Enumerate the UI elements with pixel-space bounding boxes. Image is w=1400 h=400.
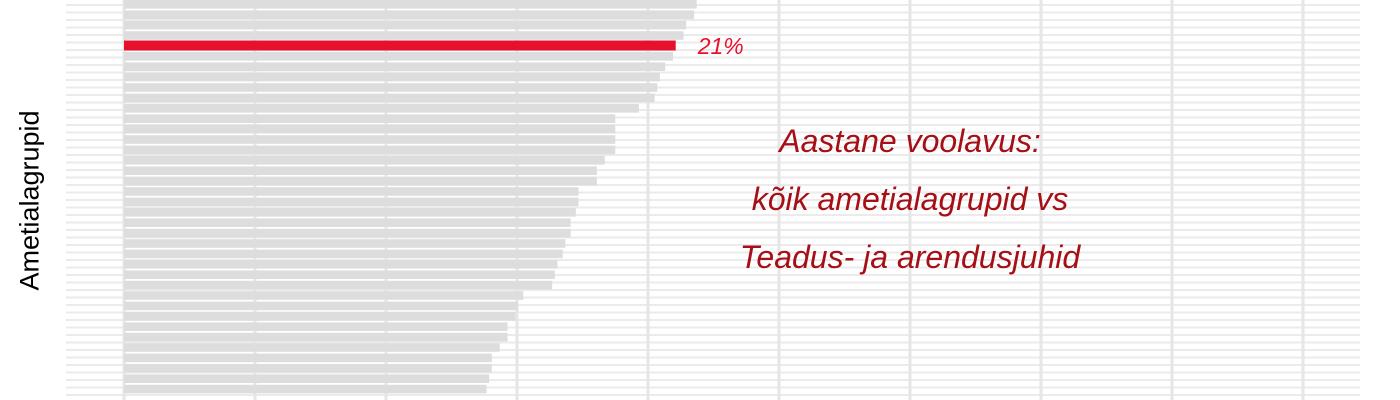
y-axis-label: Ametialagrupid xyxy=(10,0,50,400)
y-axis-label-text: Ametialagrupid xyxy=(14,109,45,291)
bar xyxy=(124,353,492,363)
bar xyxy=(124,83,658,92)
highlight-bar-group xyxy=(124,40,676,51)
bar xyxy=(124,301,519,311)
bar xyxy=(124,364,492,373)
bar xyxy=(124,62,666,71)
bar xyxy=(124,343,500,352)
bar xyxy=(124,249,563,259)
bar xyxy=(124,384,487,394)
bar xyxy=(124,72,660,82)
bar xyxy=(124,104,639,113)
bar xyxy=(124,291,524,300)
bar xyxy=(124,208,576,217)
bar xyxy=(124,197,579,207)
chart-annotation: Aastane voolavus: kõik ametialagrupid vs… xyxy=(690,112,1130,286)
bar xyxy=(124,239,566,248)
bar xyxy=(124,124,616,134)
bar xyxy=(124,322,508,331)
bar xyxy=(124,114,616,123)
bar xyxy=(124,260,558,269)
annotation-line-3: Teadus- ja arendusjuhid xyxy=(739,239,1081,275)
bar xyxy=(124,187,579,196)
bar xyxy=(124,10,695,19)
bar xyxy=(124,176,597,186)
bar xyxy=(124,145,616,155)
bar xyxy=(124,20,687,30)
bar xyxy=(124,52,674,61)
bar xyxy=(124,31,684,40)
highlight-value-label: 21% xyxy=(697,32,744,59)
bar xyxy=(124,166,597,175)
bar xyxy=(124,0,697,9)
highlight-bar xyxy=(124,40,676,51)
annotation-line-1: Aastane voolavus: xyxy=(779,123,1041,159)
bar xyxy=(124,135,616,144)
bars xyxy=(124,0,697,394)
bar xyxy=(124,332,508,342)
bar xyxy=(124,270,555,279)
bar xyxy=(124,218,571,227)
bar xyxy=(124,156,605,165)
bar xyxy=(124,280,553,290)
bar xyxy=(124,93,655,103)
annotation-line-2: kõik ametialagrupid vs xyxy=(751,181,1069,217)
bar xyxy=(124,228,571,238)
bar xyxy=(124,374,490,383)
bar xyxy=(124,312,516,321)
